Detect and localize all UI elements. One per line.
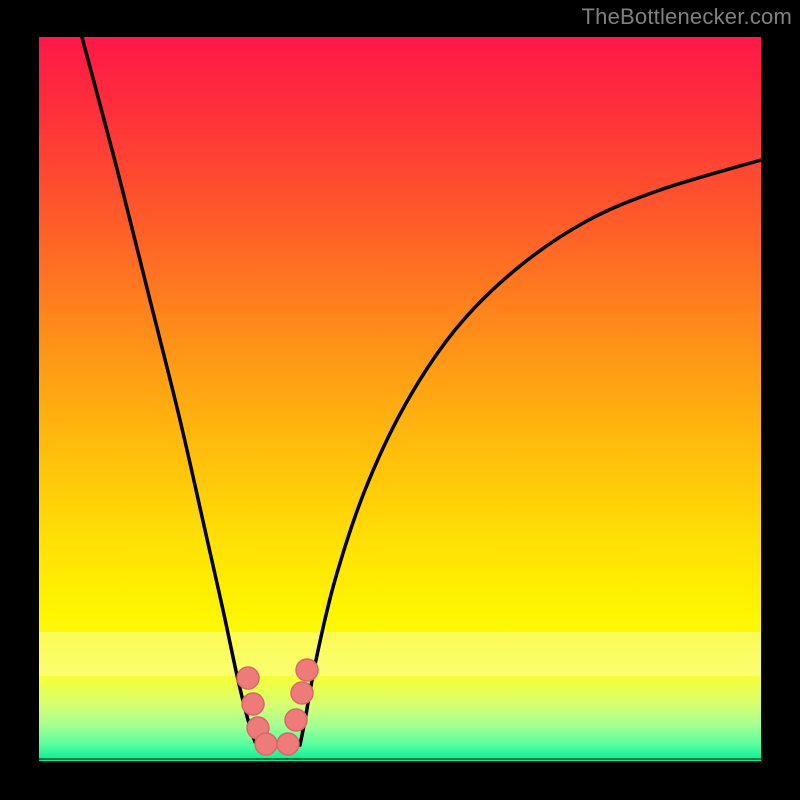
data-marker: [255, 733, 277, 755]
chart-container: TheBottlenecker.com: [0, 0, 800, 800]
data-marker: [242, 693, 264, 715]
data-marker: [285, 709, 307, 731]
data-marker: [237, 667, 259, 689]
data-marker: [291, 682, 313, 704]
data-marker: [277, 733, 299, 755]
data-marker: [296, 659, 318, 681]
pale-band: [39, 632, 761, 676]
watermark-text: TheBottlenecker.com: [582, 4, 792, 30]
chart-svg: [0, 0, 800, 800]
